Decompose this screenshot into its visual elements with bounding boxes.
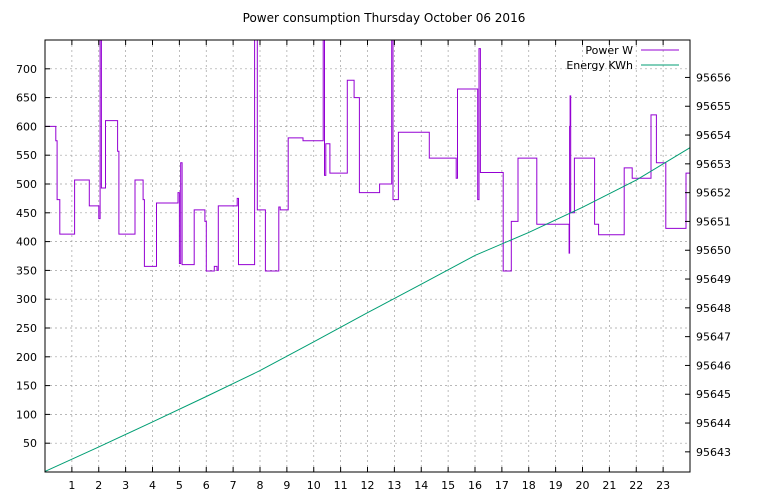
y-tick-label: 150 (16, 380, 37, 393)
y2-tick-label: 95646 (696, 359, 731, 372)
x-tick-label: 6 (203, 479, 210, 492)
y2-tick-label: 95653 (696, 158, 731, 171)
chart-title: Power consumption Thursday October 06 20… (243, 11, 526, 25)
legend-label-power: Power W (585, 44, 633, 57)
y-tick-label: 350 (16, 264, 37, 277)
y-tick-label: 400 (16, 236, 37, 249)
x-tick-label: 3 (122, 479, 129, 492)
y2-tick-label: 95650 (696, 244, 731, 257)
x-tick-label: 23 (656, 479, 670, 492)
x-tick-label: 12 (361, 479, 375, 492)
y-tick-label: 450 (16, 207, 37, 220)
x-tick-label: 19 (549, 479, 563, 492)
y-tick-label: 100 (16, 408, 37, 421)
legend: Power W Energy KWh (566, 44, 679, 72)
x-tick-label: 5 (176, 479, 183, 492)
y-tick-label: 600 (16, 120, 37, 133)
y2-tick-label: 95656 (696, 71, 731, 84)
y2-tick-label: 95654 (696, 129, 731, 142)
y-tick-label: 300 (16, 293, 37, 306)
y-tick-label: 50 (23, 437, 37, 450)
grid-lines (45, 40, 690, 472)
axes-ticks: 1 2 3 4 5 6 7 8 9 10 11 12 13 14 15 16 17 18 19 20 21 22 23501… (16, 40, 731, 492)
y2-tick-label: 95648 (696, 302, 731, 315)
x-tick-label: 13 (387, 479, 401, 492)
x-tick-label: 22 (629, 479, 643, 492)
y-tick-label: 250 (16, 322, 37, 335)
y-tick-label: 650 (16, 92, 37, 105)
y2-tick-label: 95652 (696, 187, 731, 200)
x-tick-label: 17 (495, 479, 509, 492)
y-tick-label: 700 (16, 63, 37, 76)
y2-tick-label: 95643 (696, 446, 731, 459)
x-tick-label: 14 (414, 479, 428, 492)
x-tick-label: 8 (257, 479, 264, 492)
y2-tick-label: 95645 (696, 388, 731, 401)
x-tick-label: 10 (307, 479, 321, 492)
y2-tick-label: 95655 (696, 100, 731, 113)
series-layer (44, 39, 691, 472)
series-line-0 (45, 39, 690, 272)
x-tick-label: 4 (149, 479, 156, 492)
x-tick-label: 7 (230, 479, 237, 492)
y-tick-label: 200 (16, 351, 37, 364)
y2-tick-label: 95651 (696, 215, 731, 228)
y-tick-label: 550 (16, 149, 37, 162)
series-line-1 (44, 147, 691, 472)
x-tick-label: 21 (602, 479, 616, 492)
x-tick-label: 2 (95, 479, 102, 492)
legend-label-energy: Energy KWh (566, 59, 633, 72)
y2-tick-label: 95644 (696, 417, 731, 430)
x-tick-label: 11 (334, 479, 348, 492)
y2-tick-label: 95647 (696, 331, 731, 344)
x-tick-label: 20 (576, 479, 590, 492)
x-tick-label: 15 (441, 479, 455, 492)
x-tick-label: 18 (522, 479, 536, 492)
x-tick-label: 1 (68, 479, 75, 492)
x-tick-label: 9 (283, 479, 290, 492)
y-tick-label: 500 (16, 178, 37, 191)
y2-tick-label: 95649 (696, 273, 731, 286)
x-tick-label: 16 (468, 479, 482, 492)
